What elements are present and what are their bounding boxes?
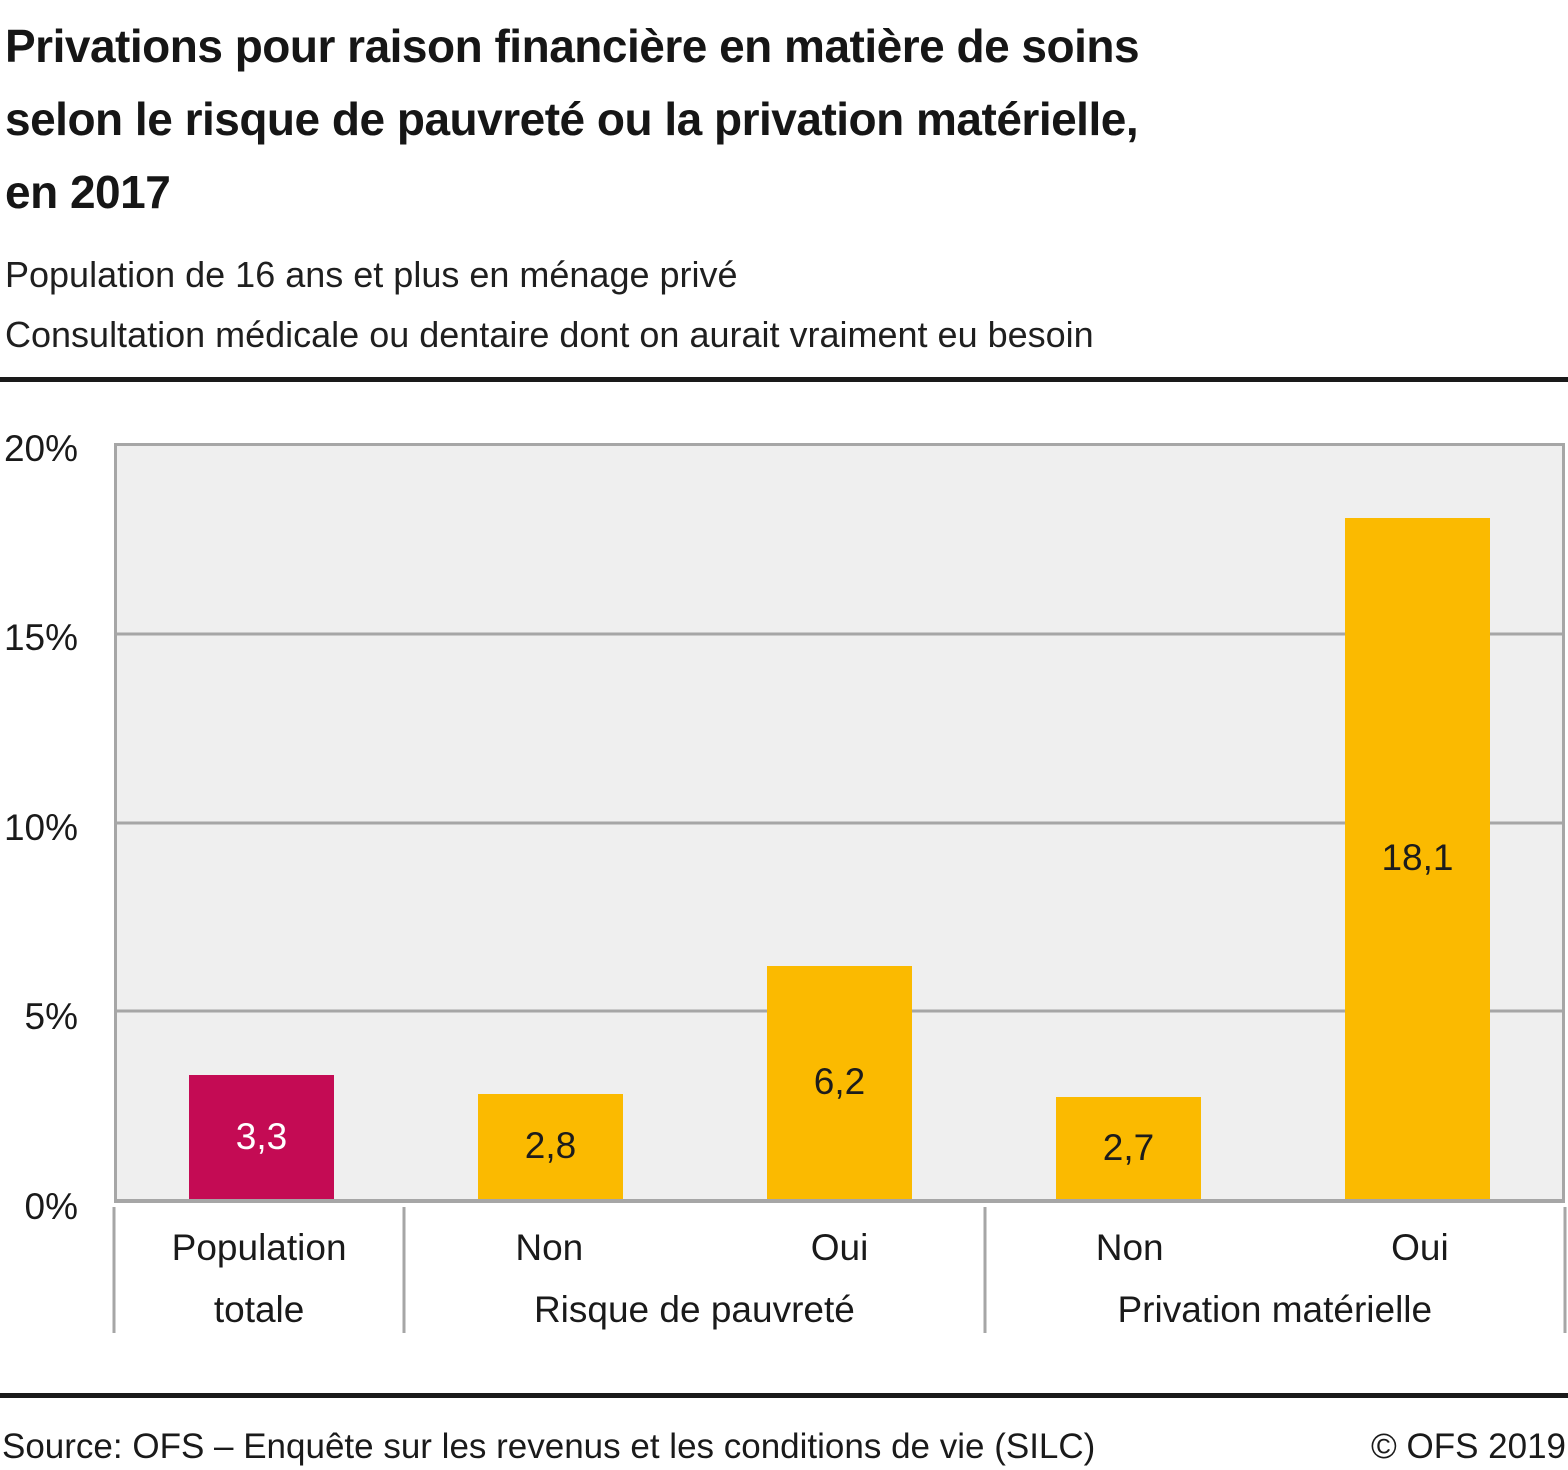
x-label-totale: totale [213, 1289, 305, 1330]
bar-value-label: 6,2 [813, 1061, 866, 1103]
bar-value-label: 2,8 [524, 1125, 577, 1167]
footer: Source: OFS – Enquête sur les revenus et… [2, 1425, 1566, 1469]
y-tick-10: 10% [3, 807, 78, 848]
bar-risque-pauvrete-non: 2,8 [478, 1093, 623, 1199]
subtitle-line-1: Population de 16 ans et plus en ménage p… [5, 254, 738, 295]
plot-area: 3,3 2,8 6,2 2,7 18,1 [114, 443, 1565, 1203]
gridline-10pct [117, 821, 1562, 824]
subtitle-line-2: Consultation médicale ou dentaire dont o… [5, 314, 1094, 355]
x-label-population: Population [171, 1227, 347, 1268]
x-separator-group1-group2 [402, 1207, 406, 1333]
footer-copyright: © OFS 2019 [1370, 1427, 1566, 1466]
gridline-15pct [117, 632, 1562, 636]
footer-source: Source: OFS – Enquête sur les revenus et… [2, 1427, 1096, 1466]
title-line-1: Privations pour raison financière en mat… [5, 20, 1140, 72]
page-subtitle: Population de 16 ans et plus en ménage p… [5, 245, 1094, 365]
x-group-label-risque-de-pauvrete: Risque de pauvreté [533, 1289, 855, 1330]
x-separator-left-edge [112, 1207, 116, 1333]
title-line-3: en 2017 [5, 166, 171, 218]
x-axis-area: Population Non Oui Non Oui totale Risque… [112, 1207, 1567, 1337]
bar-value-label: 2,7 [1102, 1127, 1155, 1169]
bar-privation-materielle-non: 2,7 [1056, 1097, 1201, 1199]
bar-value-label: 3,3 [235, 1115, 288, 1157]
bar-population-totale: 3,3 [189, 1074, 334, 1199]
y-tick-0: 0% [24, 1186, 78, 1227]
title-line-2: selon le risque de pauvreté ou la privat… [5, 93, 1139, 145]
x-label-risque-oui: Oui [810, 1227, 869, 1268]
y-tick-5: 5% [24, 996, 78, 1037]
x-separator-group2-group3 [983, 1207, 987, 1333]
x-group-label-privation-materielle: Privation matérielle [1117, 1289, 1433, 1330]
bar-value-label: 18,1 [1381, 837, 1454, 879]
x-label-risque-non: Non [515, 1227, 584, 1268]
top-divider-rule [0, 377, 1568, 382]
y-tick-20: 20% [3, 428, 78, 469]
x-separator-right-edge [1563, 1207, 1567, 1333]
x-label-privation-oui: Oui [1391, 1227, 1449, 1268]
page-title: Privations pour raison financière en mat… [5, 10, 1140, 229]
bar-privation-materielle-oui: 18,1 [1345, 517, 1490, 1199]
y-tick-15: 15% [3, 617, 78, 658]
bottom-divider-rule [0, 1393, 1568, 1398]
bar-risque-pauvrete-oui: 6,2 [767, 965, 912, 1199]
x-label-privation-non: Non [1095, 1227, 1164, 1268]
